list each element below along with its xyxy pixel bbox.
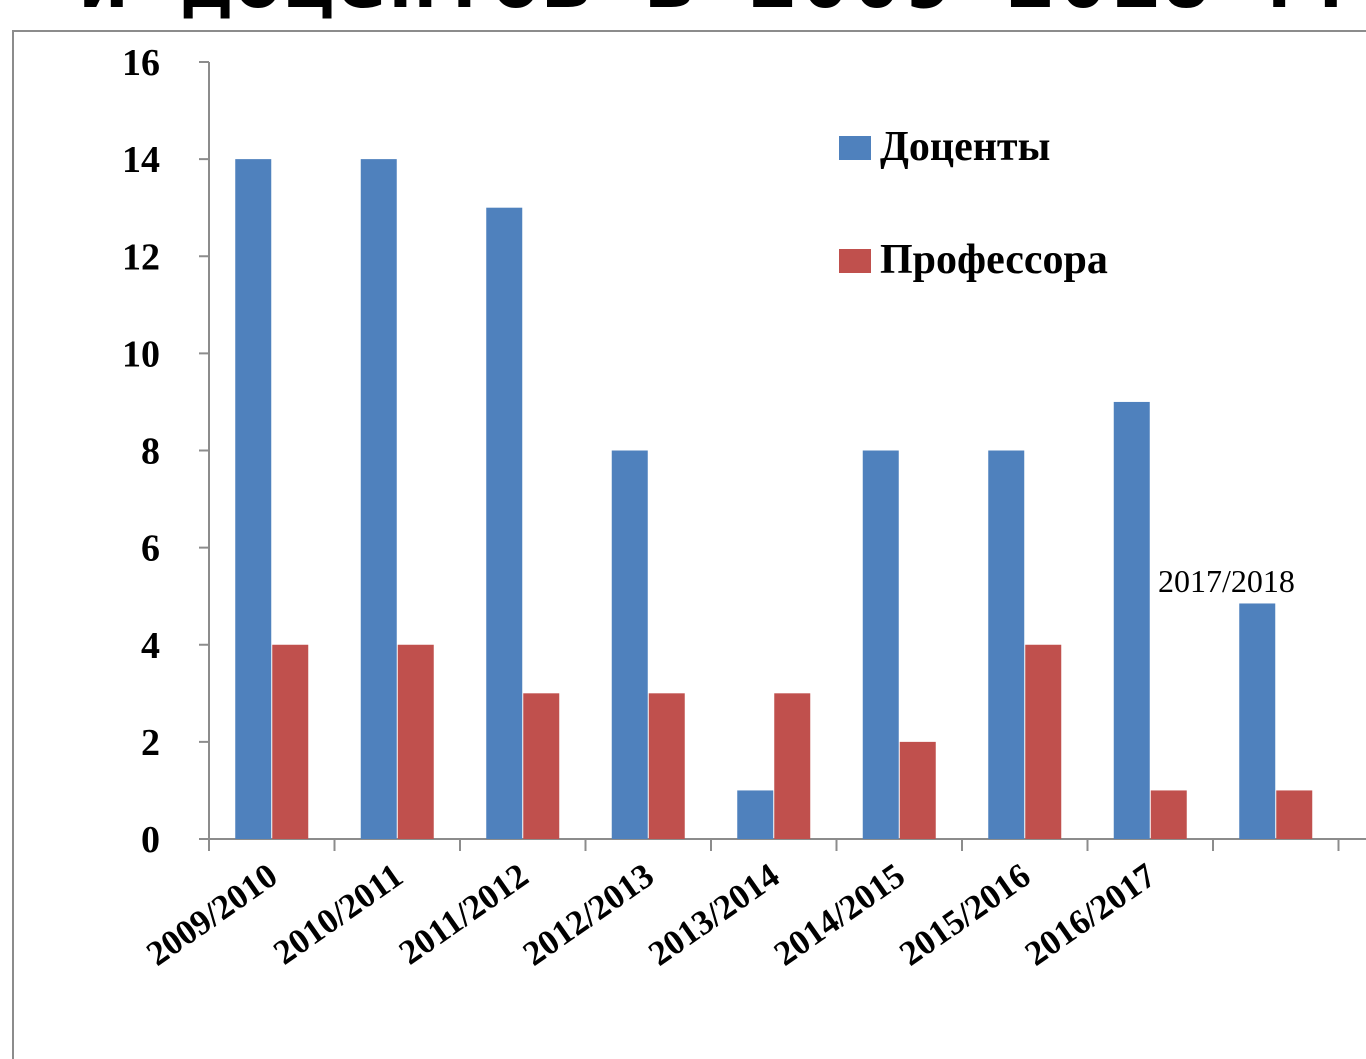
x-tick-label: 2009/2010 — [139, 856, 284, 974]
bar-docents — [862, 450, 899, 839]
legend-swatch-professors — [839, 249, 871, 273]
bar-professors — [648, 693, 685, 839]
bar-professors — [397, 644, 434, 839]
x-tick-label: 2017/2018 — [1158, 563, 1295, 599]
page-title: и доцентов в 2009-2018 гг. — [0, 0, 1366, 20]
y-tick-label: 4 — [141, 625, 160, 667]
bar-docents — [988, 450, 1025, 839]
y-tick-label: 10 — [122, 333, 160, 375]
bar-docents — [1239, 603, 1276, 839]
y-tick-label: 14 — [122, 139, 160, 181]
x-tick-label: 2012/2013 — [516, 856, 661, 974]
y-tick-label: 12 — [122, 236, 160, 278]
bar-professors — [774, 693, 811, 839]
x-tick-label: 2015/2016 — [892, 856, 1037, 974]
x-tick-label: 2016/2017 — [1018, 856, 1163, 974]
y-tick-label: 0 — [141, 819, 160, 861]
bar-docents — [235, 159, 272, 839]
bar-docents — [486, 207, 523, 839]
bar-docents — [611, 450, 648, 839]
x-tick-label: 2014/2015 — [767, 856, 912, 974]
bar-professors — [1025, 644, 1062, 839]
y-tick-label: 8 — [141, 431, 160, 473]
y-tick-label: 6 — [141, 528, 160, 570]
bar-professors — [523, 693, 560, 839]
bar-professors — [272, 644, 309, 839]
bar-docents — [737, 790, 774, 839]
bar-professors — [1150, 790, 1187, 839]
x-tick-label: 2010/2011 — [266, 856, 409, 973]
x-tick-label: 2011/2012 — [392, 856, 535, 973]
y-tick-label: 16 — [122, 42, 160, 84]
chart-frame — [12, 30, 1366, 1059]
bar-docents — [360, 159, 397, 839]
y-tick-label: 2 — [141, 722, 160, 764]
bar-professors — [899, 741, 936, 839]
legend-label: Доценты — [880, 124, 1050, 170]
bar-professors — [1276, 790, 1313, 839]
x-tick-label: 2013/2014 — [641, 856, 786, 974]
legend-swatch-docents — [839, 136, 871, 160]
bar-docents — [1113, 401, 1150, 839]
legend-label: Профессора — [880, 237, 1108, 283]
